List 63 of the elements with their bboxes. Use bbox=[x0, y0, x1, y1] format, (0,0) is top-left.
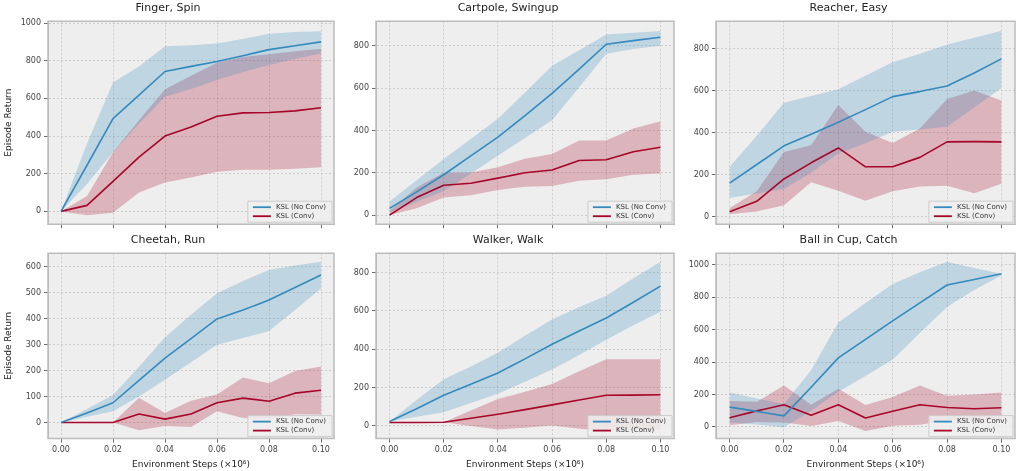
y-tick-label: 200 bbox=[693, 169, 709, 179]
y-axis-title: Episode Return bbox=[2, 88, 13, 157]
y-tick-label: 600 bbox=[25, 93, 41, 103]
y-tick-label: 400 bbox=[353, 344, 369, 354]
x-tick-label: 0.00 bbox=[720, 445, 739, 455]
y-axis-title: Episode Return bbox=[2, 311, 13, 380]
x-tick-label: 0.06 bbox=[208, 445, 226, 455]
x-tick-label: 0.06 bbox=[883, 445, 902, 455]
x-tick-label: 0.08 bbox=[260, 445, 278, 455]
x-tick-label: 0.02 bbox=[434, 445, 453, 455]
y-tick-label: 400 bbox=[693, 127, 709, 137]
x-tick-label: 0.02 bbox=[775, 445, 793, 455]
x-tick-label: 0.04 bbox=[156, 445, 174, 455]
x-tick-label: 0.10 bbox=[651, 445, 670, 455]
x-axis-title: Environment Steps (×10⁶) bbox=[466, 458, 584, 469]
x-tick-label: 0.08 bbox=[938, 445, 956, 455]
x-axis-title: Environment Steps (×10⁶) bbox=[132, 458, 250, 469]
y-tick-label: 0 bbox=[703, 211, 709, 221]
y-tick-label: 400 bbox=[25, 313, 41, 323]
y-tick-label: 0 bbox=[35, 206, 41, 216]
y-tick-label: 800 bbox=[693, 43, 709, 53]
x-tick-label: 0.10 bbox=[312, 445, 330, 455]
y-tick-label: 400 bbox=[693, 357, 709, 367]
y-tick-label: 500 bbox=[25, 287, 41, 297]
y-tick-label: 600 bbox=[353, 305, 369, 315]
y-tick-label: 200 bbox=[353, 382, 369, 392]
y-tick-label: 1000 bbox=[20, 18, 41, 28]
chart-title: Walker, Walk bbox=[472, 233, 544, 247]
y-tick-label: 600 bbox=[693, 324, 709, 334]
y-tick-label: 800 bbox=[693, 292, 709, 302]
x-tick-label: 0.02 bbox=[104, 445, 122, 455]
chart-title: Reacher, Easy bbox=[809, 1, 888, 15]
y-tick-label: 1000 bbox=[688, 259, 709, 269]
chart-title: Cheetah, Run bbox=[130, 233, 206, 247]
x-tick-label: 0.00 bbox=[52, 445, 70, 455]
y-tick-label: 200 bbox=[353, 167, 369, 177]
y-tick-label: 600 bbox=[693, 85, 709, 95]
x-tick-label: 0.04 bbox=[829, 445, 848, 455]
y-tick-label: 0 bbox=[35, 417, 41, 427]
y-tick-label: 200 bbox=[25, 168, 41, 178]
x-tick-label: 0.04 bbox=[489, 445, 507, 455]
y-tick-label: 800 bbox=[25, 55, 41, 65]
y-tick-label: 600 bbox=[25, 261, 41, 271]
y-tick-label: 0 bbox=[363, 210, 369, 220]
y-tick-label: 300 bbox=[25, 339, 41, 349]
y-tick-label: 400 bbox=[25, 131, 41, 141]
y-tick-label: 400 bbox=[353, 125, 369, 135]
chart-title: Ball in Cup, Catch bbox=[799, 233, 898, 247]
x-tick-label: 0.08 bbox=[597, 445, 616, 455]
y-tick-label: 200 bbox=[693, 389, 709, 399]
y-tick-label: 0 bbox=[703, 422, 709, 432]
chart-title: Finger, Spin bbox=[135, 1, 201, 15]
x-axis-title: Environment Steps (×10⁶) bbox=[806, 458, 925, 469]
x-tick-label: 0.06 bbox=[543, 445, 561, 455]
x-tick-label: 0.10 bbox=[992, 445, 1011, 455]
y-tick-label: 600 bbox=[353, 83, 369, 93]
y-tick-label: 800 bbox=[353, 267, 369, 277]
y-tick-label: 0 bbox=[363, 421, 369, 431]
y-tick-label: 200 bbox=[25, 365, 41, 375]
y-tick-label: 100 bbox=[25, 391, 41, 401]
chart-title: Cartpole, Swingup bbox=[457, 1, 559, 15]
y-tick-label: 800 bbox=[353, 41, 369, 51]
x-tick-label: 0.00 bbox=[380, 445, 399, 455]
